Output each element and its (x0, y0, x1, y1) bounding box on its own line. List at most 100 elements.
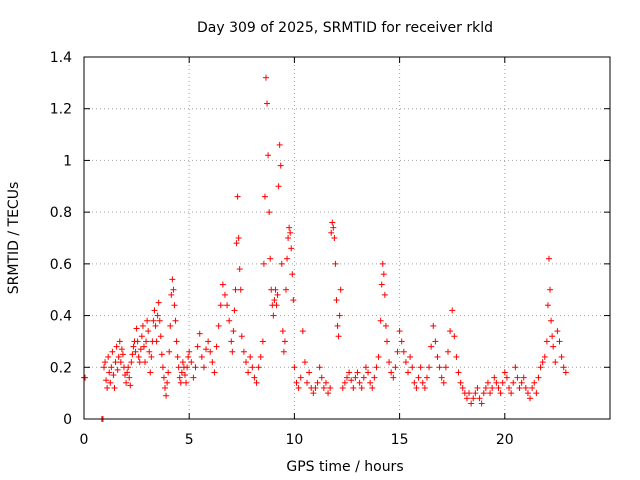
data-point (288, 245, 295, 252)
data-point (116, 338, 123, 345)
data-point (365, 369, 372, 376)
data-point (549, 333, 556, 340)
data-point (290, 297, 297, 304)
data-point (344, 374, 350, 381)
data-points (81, 74, 569, 422)
data-point (327, 384, 334, 391)
data-point (386, 359, 393, 366)
data-point (113, 343, 120, 350)
data-point (369, 384, 376, 391)
data-point (169, 276, 176, 283)
data-point (379, 260, 386, 267)
data-point (411, 379, 418, 386)
data-point (251, 374, 258, 381)
data-point (243, 359, 250, 366)
data-point (318, 374, 325, 381)
data-point (137, 346, 144, 353)
data-point (402, 359, 409, 366)
data-point (381, 291, 388, 298)
data-point (119, 351, 126, 358)
data-point (512, 364, 519, 371)
data-point (282, 286, 289, 293)
y-tick-label: 0 (63, 412, 72, 428)
data-point (171, 302, 178, 309)
data-point (562, 369, 569, 376)
data-point (328, 229, 335, 236)
data-point (112, 359, 119, 366)
data-point (238, 333, 245, 340)
data-point (192, 364, 199, 371)
data-point (383, 338, 390, 345)
data-point (157, 333, 164, 340)
data-point (110, 372, 117, 379)
data-point (510, 379, 517, 386)
data-point (115, 353, 122, 360)
data-point (497, 390, 504, 397)
data-point (503, 374, 510, 381)
plot-frame (83, 56, 611, 420)
data-point (285, 235, 292, 241)
data-point (215, 322, 222, 329)
data-point (200, 364, 207, 371)
data-point (331, 235, 338, 241)
data-point (198, 353, 205, 360)
data-point (136, 359, 143, 366)
data-point (346, 369, 353, 376)
data-point (312, 384, 319, 391)
data-point (133, 325, 140, 332)
data-point (556, 338, 563, 345)
data-point (535, 374, 542, 381)
data-point (330, 224, 337, 231)
data-point (100, 364, 107, 371)
x-tick-label: 15 (391, 432, 409, 448)
data-point (185, 353, 192, 360)
data-point (545, 255, 552, 262)
data-point (123, 379, 130, 386)
data-point (378, 281, 385, 288)
data-point (275, 183, 282, 190)
data-point (135, 353, 142, 360)
data-point (322, 379, 329, 386)
data-point (438, 374, 445, 381)
x-tick-label: 5 (185, 432, 194, 448)
data-point (325, 390, 332, 397)
data-point (221, 291, 228, 298)
data-point (107, 379, 114, 386)
data-point (407, 353, 414, 360)
data-point (196, 330, 203, 337)
data-point (291, 364, 298, 371)
data-point (348, 377, 355, 384)
data-point (236, 266, 243, 273)
data-point (360, 374, 367, 381)
data-point (495, 384, 502, 391)
data-point (125, 364, 132, 371)
data-point (286, 224, 293, 231)
data-point (257, 353, 264, 360)
data-point (423, 374, 430, 381)
data-point (104, 384, 111, 391)
data-point (472, 390, 479, 397)
data-point (139, 322, 146, 329)
data-point (126, 374, 133, 381)
data-point (168, 291, 175, 298)
data-point (167, 322, 174, 329)
data-point (516, 384, 523, 391)
data-point (413, 384, 420, 391)
data-point (329, 219, 336, 226)
data-point (211, 369, 218, 376)
data-point (147, 369, 154, 376)
data-point (455, 369, 462, 376)
data-point (173, 338, 180, 345)
axis-ticks: 0 0.2 0.4 0.6 0.8 1 1.2 1.4 0 5 10 15 20 (50, 50, 610, 448)
data-point (140, 343, 147, 350)
data-point (279, 328, 286, 335)
data-point (177, 379, 184, 386)
data-point (396, 328, 403, 335)
x-tick-label: 10 (285, 432, 303, 448)
data-point (432, 338, 439, 345)
data-point (271, 297, 278, 304)
data-point (280, 348, 287, 355)
data-point (537, 364, 544, 371)
data-point (306, 369, 313, 376)
